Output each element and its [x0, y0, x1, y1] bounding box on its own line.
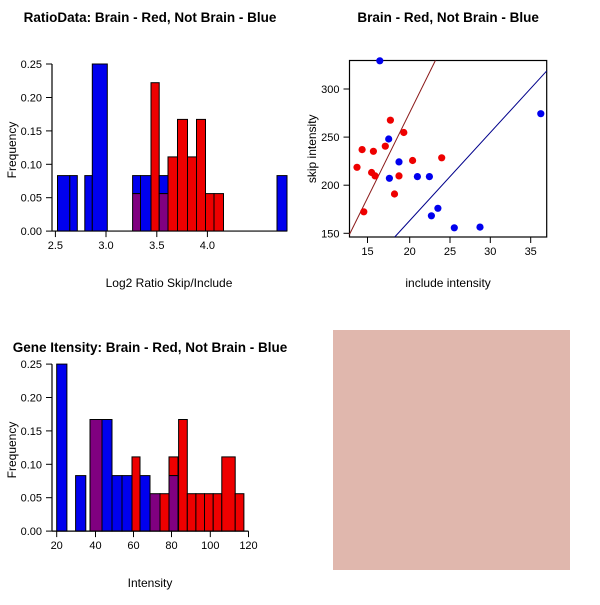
svg-text:0.10: 0.10	[21, 459, 42, 471]
svg-text:RatioData: Brain - Red, Not Br: RatioData: Brain - Red, Not Brain - Blue	[24, 10, 277, 25]
svg-text:include intensity: include intensity	[405, 276, 490, 290]
svg-text:2.5: 2.5	[48, 240, 63, 252]
svg-text:35: 35	[525, 246, 537, 258]
svg-text:200: 200	[321, 180, 339, 192]
svg-text:25: 25	[444, 246, 456, 258]
svg-text:Intensity: Intensity	[128, 576, 173, 590]
svg-text:skip intensity: skip intensity	[305, 114, 319, 183]
svg-text:80: 80	[165, 540, 177, 552]
svg-text:0.15: 0.15	[21, 426, 42, 438]
svg-text:Log2 Ratio Skip/Include: Log2 Ratio Skip/Include	[106, 276, 233, 290]
svg-text:20: 20	[404, 246, 416, 258]
svg-text:150: 150	[321, 228, 339, 240]
svg-text:0.25: 0.25	[21, 359, 42, 371]
svg-text:30: 30	[484, 246, 496, 258]
svg-text:20: 20	[51, 540, 63, 552]
svg-text:0.20: 0.20	[21, 93, 42, 105]
svg-text:Gene Itensity: Brain - Red, No: Gene Itensity: Brain - Red, Not Brain - …	[13, 340, 288, 355]
svg-text:0.00: 0.00	[21, 526, 42, 538]
svg-text:0.20: 0.20	[21, 393, 42, 405]
svg-text:0.05: 0.05	[21, 493, 42, 505]
svg-text:3.5: 3.5	[149, 240, 164, 252]
svg-text:40: 40	[89, 540, 101, 552]
svg-text:0.25: 0.25	[21, 59, 42, 71]
svg-text:Frequency: Frequency	[5, 422, 19, 479]
svg-text:Frequency: Frequency	[5, 122, 19, 179]
svg-text:0.05: 0.05	[21, 193, 42, 205]
svg-text:60: 60	[127, 540, 139, 552]
svg-text:0.10: 0.10	[21, 159, 42, 171]
svg-text:3.0: 3.0	[98, 240, 113, 252]
svg-text:15: 15	[361, 246, 373, 258]
svg-text:250: 250	[321, 132, 339, 144]
svg-text:100: 100	[201, 540, 219, 552]
svg-text:Brain - Red, Not Brain - Blue: Brain - Red, Not Brain - Blue	[357, 10, 539, 25]
svg-text:120: 120	[239, 540, 257, 552]
svg-text:4.0: 4.0	[200, 240, 215, 252]
svg-text:0.15: 0.15	[21, 126, 42, 138]
svg-text:0.00: 0.00	[21, 226, 42, 238]
svg-text:300: 300	[321, 84, 339, 96]
